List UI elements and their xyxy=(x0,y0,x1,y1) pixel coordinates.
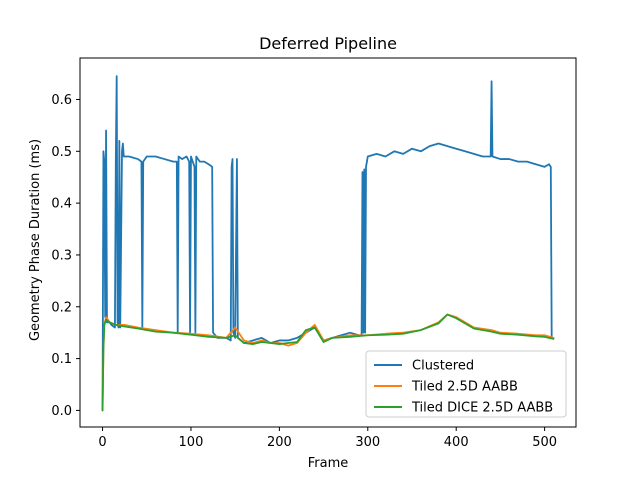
y-tick-label: 0.5 xyxy=(51,145,72,160)
plot-area xyxy=(101,75,555,412)
y-tick-label: 0.3 xyxy=(51,248,72,263)
axes: 0 100 200 300 400 500 0.0 0.1 0.2 0.3 0.4 0.5 0.6 xyxy=(51,57,577,450)
x-tick-label: 0 xyxy=(98,435,106,450)
y-tick-label: 0.2 xyxy=(51,300,72,315)
x-tick-label: 400 xyxy=(444,435,469,450)
y-tick-label: 0.1 xyxy=(51,352,72,367)
x-tick-label: 200 xyxy=(267,435,292,450)
x-tick-label: 300 xyxy=(355,435,380,450)
x-tick-label: 100 xyxy=(179,435,204,450)
x-axis-label: Frame xyxy=(308,456,349,471)
legend-label: Tiled DICE 2.5D AABB xyxy=(411,401,553,416)
legend-box xyxy=(365,350,567,418)
chart-title: Deferred Pipeline xyxy=(259,34,397,53)
y-axis-label: Geometry Phase Duration (ms) xyxy=(28,139,43,341)
y-tick-label: 0.0 xyxy=(51,404,72,419)
legend-label: Clustered xyxy=(412,359,474,374)
y-tick-label: 0.6 xyxy=(51,93,72,108)
y-tick-label: 0.4 xyxy=(51,197,72,212)
legend: Clustered Tiled 2.5D AABB Tiled DICE 2.5D … xyxy=(365,350,567,418)
legend-label: Tiled 2.5D AABB xyxy=(411,380,518,395)
axes-frame xyxy=(79,57,577,428)
series-line-tiled-dice-2-5d-aabb xyxy=(101,313,555,412)
x-tick-label: 500 xyxy=(532,435,557,450)
series-line-clustered xyxy=(101,75,555,412)
